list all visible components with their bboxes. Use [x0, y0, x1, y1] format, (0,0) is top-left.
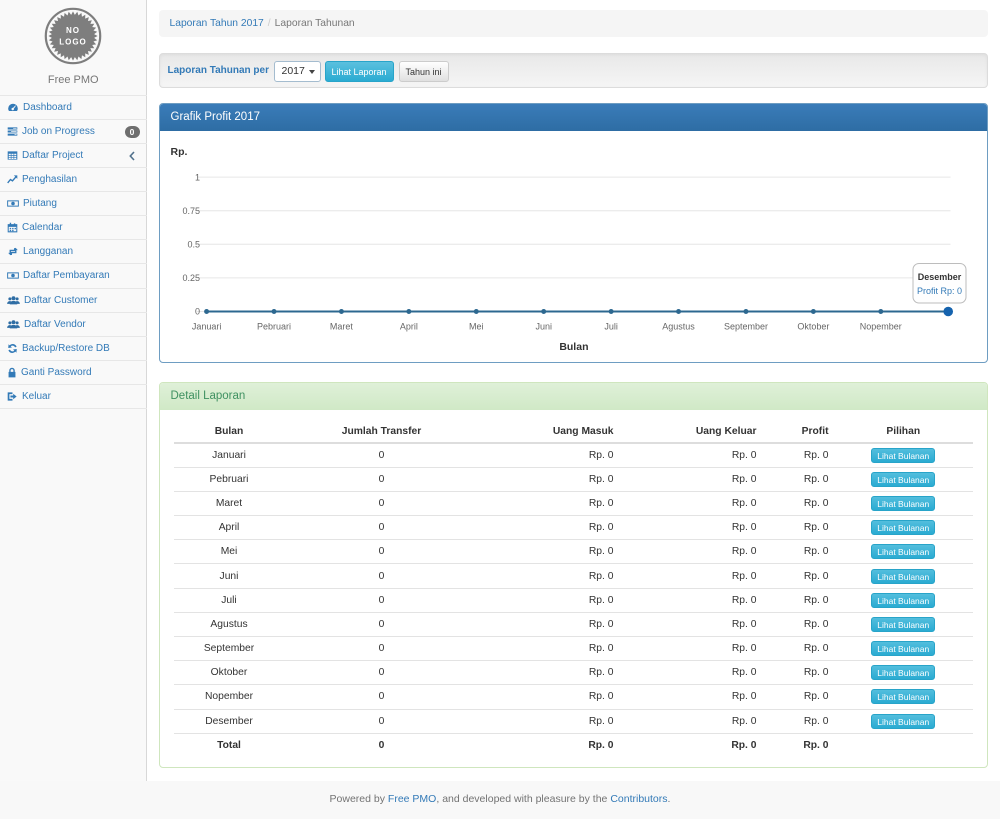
svg-text:0.25: 0.25 — [182, 273, 200, 283]
svg-text:Bulan: Bulan — [559, 341, 588, 353]
svg-text:Agustus: Agustus — [662, 321, 695, 331]
svg-text:Januari: Januari — [191, 321, 221, 331]
svg-text:0: 0 — [194, 307, 199, 317]
svg-text:0.75: 0.75 — [182, 206, 200, 216]
svg-text:Pebruari: Pebruari — [257, 321, 291, 331]
svg-text:NO: NO — [66, 26, 80, 35]
svg-text:April: April — [399, 321, 417, 331]
svg-text:Profit Rp: 0: Profit Rp: 0 — [916, 286, 961, 296]
svg-text:0.5: 0.5 — [187, 240, 200, 250]
svg-text:Juni: Juni — [535, 321, 552, 331]
svg-text:LOGO: LOGO — [59, 38, 87, 47]
svg-text:September: September — [723, 321, 767, 331]
svg-text:Juli: Juli — [604, 321, 618, 331]
svg-text:Desember: Desember — [917, 272, 961, 282]
svg-text:Rp.: Rp. — [170, 146, 187, 158]
svg-text:Nopember: Nopember — [859, 321, 901, 331]
svg-text:1: 1 — [194, 172, 199, 182]
svg-text:Maret: Maret — [329, 321, 353, 331]
svg-text:Oktober: Oktober — [797, 321, 829, 331]
svg-text:Mei: Mei — [469, 321, 484, 331]
